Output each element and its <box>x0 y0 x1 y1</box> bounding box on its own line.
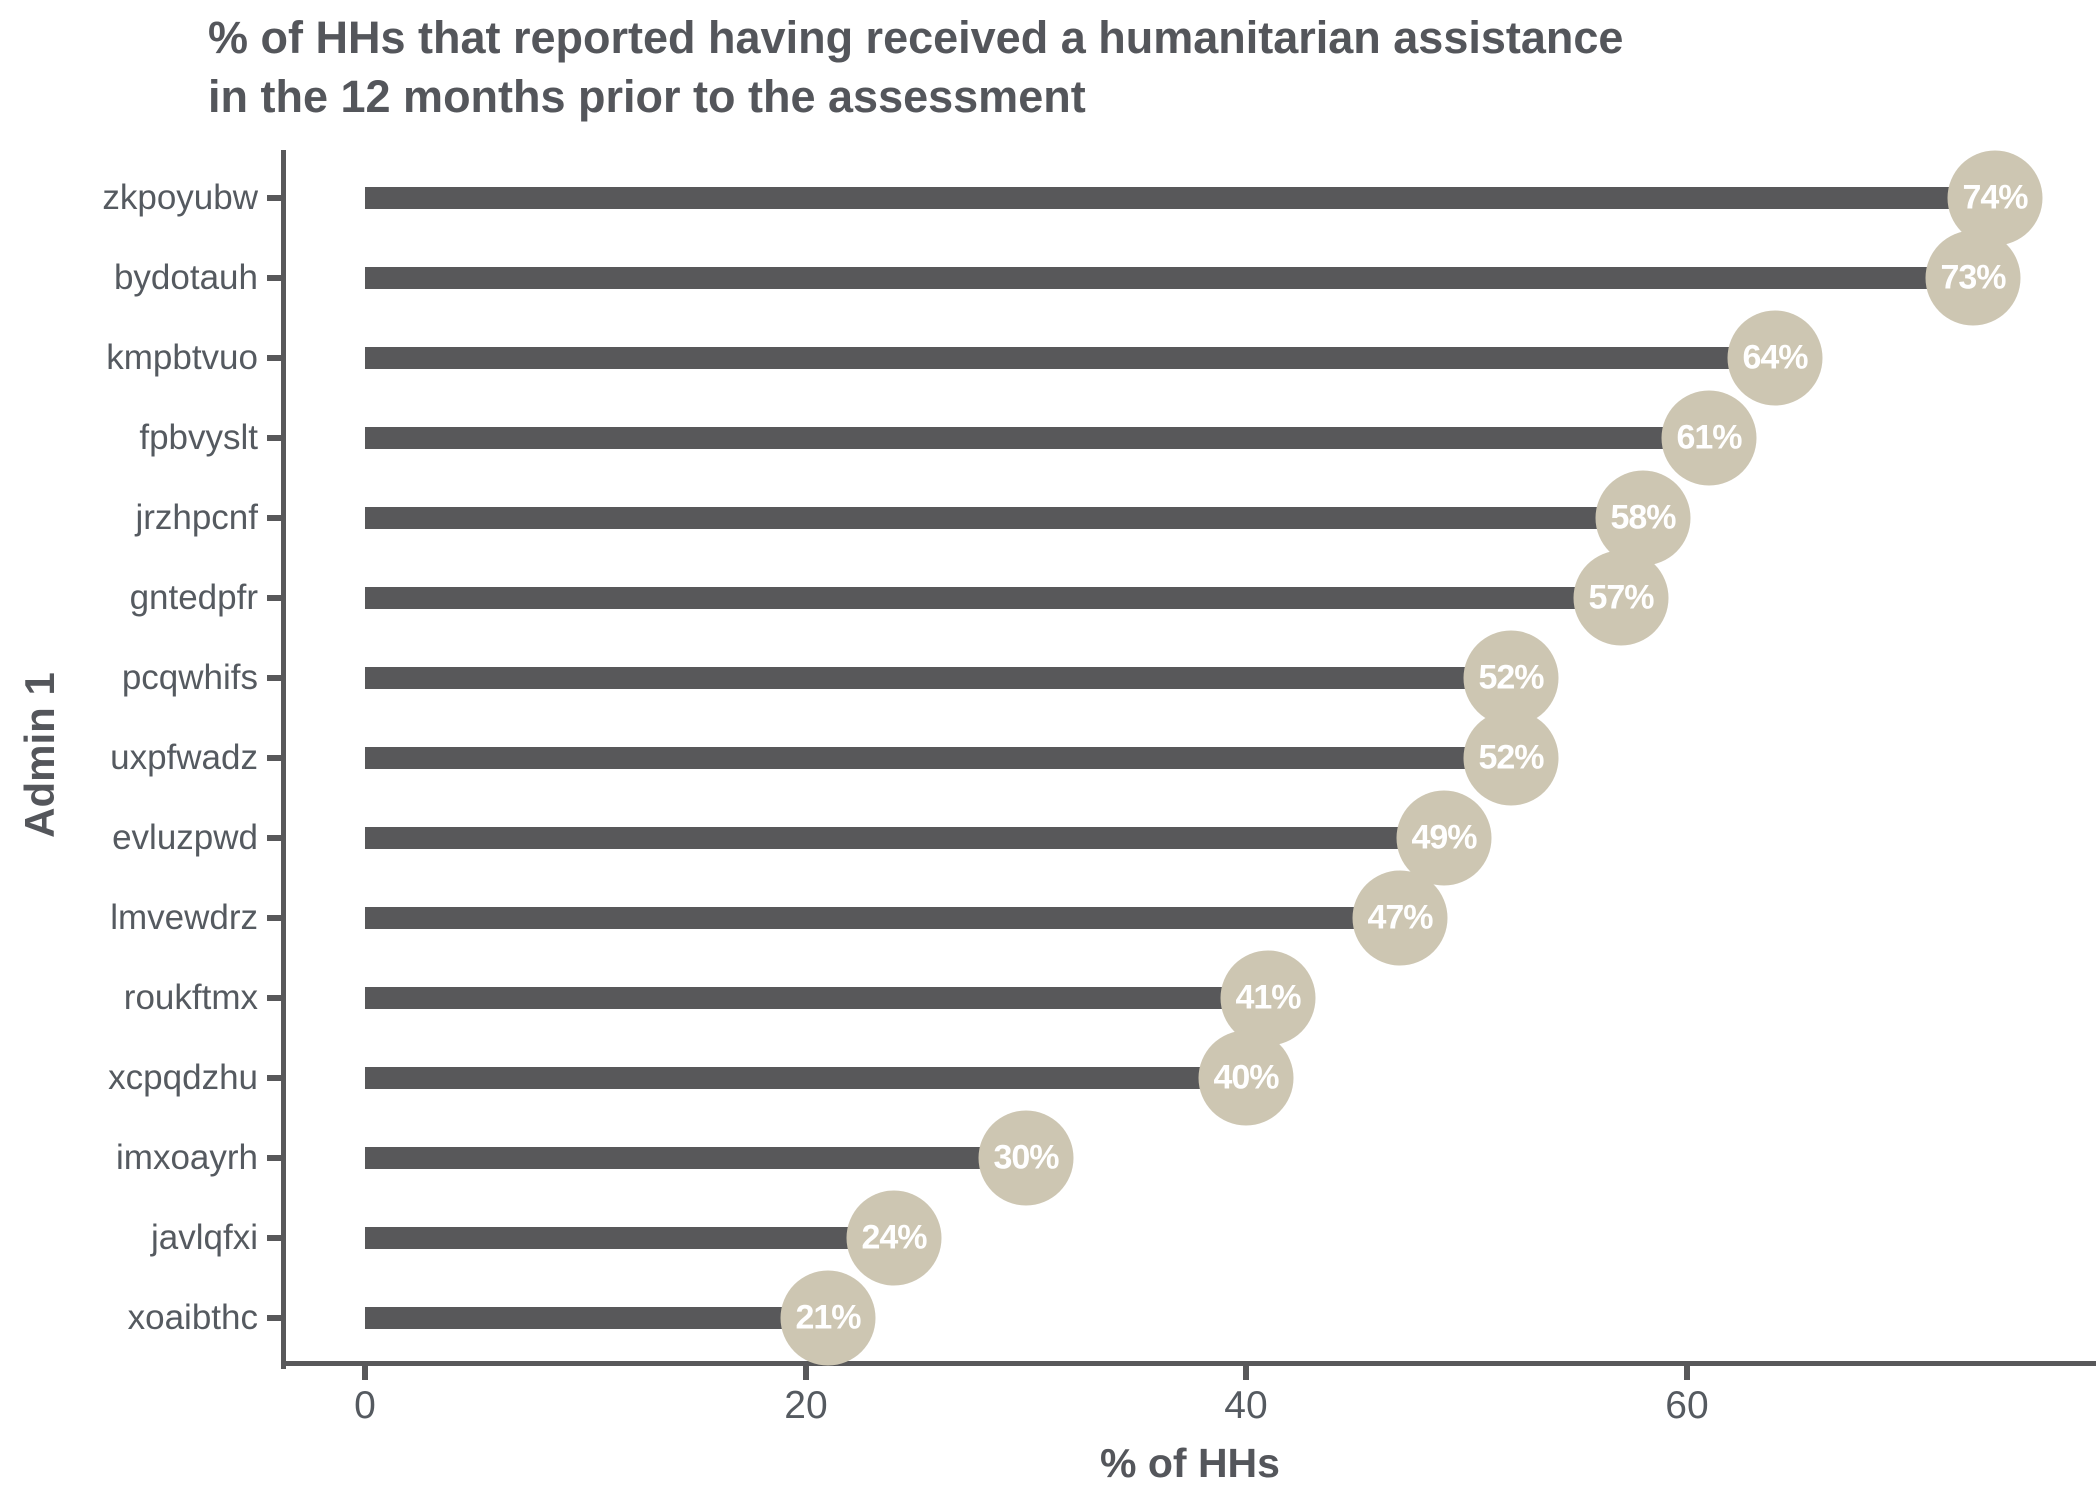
bar <box>365 187 1995 209</box>
category-label: fpbvyslt <box>139 418 258 457</box>
value-label: 41% <box>1235 978 1301 1017</box>
x-axis-tick-label: 40 <box>1224 1384 1268 1427</box>
x-axis-tick <box>362 1366 368 1380</box>
value-label: 64% <box>1742 338 1808 377</box>
category-label: jrzhpcnf <box>135 498 258 537</box>
value-bubble: 74% <box>1947 150 2043 246</box>
y-axis-tick <box>267 515 282 521</box>
category-label: javlqfxi <box>151 1218 258 1257</box>
category-label: pcqwhifs <box>121 658 258 697</box>
bar <box>365 747 1511 769</box>
category-label: xoaibthc <box>127 1298 258 1337</box>
y-axis-tick <box>267 755 282 761</box>
bar <box>365 987 1268 1009</box>
bar <box>365 1307 828 1329</box>
x-axis-tick <box>803 1366 809 1380</box>
bar <box>365 507 1643 529</box>
bar <box>365 267 1973 289</box>
y-axis-line <box>281 150 286 1369</box>
value-label: 58% <box>1610 498 1676 537</box>
bar <box>365 587 1621 609</box>
y-axis-tick <box>267 835 282 841</box>
y-axis-tick <box>267 355 282 361</box>
chart-title: % of HHs that reported having received a… <box>208 12 1624 123</box>
value-bubble: 64% <box>1727 310 1823 406</box>
y-axis-tick <box>267 435 282 441</box>
category-label: lmvewdrz <box>110 898 258 937</box>
y-axis-tick <box>267 1235 282 1241</box>
category-label: uxpfwadz <box>110 738 258 777</box>
category-label: gntedpfr <box>129 578 258 617</box>
value-label: 40% <box>1213 1058 1279 1097</box>
value-label: 61% <box>1676 418 1742 457</box>
value-bubble: 73% <box>1925 230 2021 326</box>
y-axis-tick <box>267 1155 282 1161</box>
value-bubble: 57% <box>1573 550 1669 646</box>
value-bubble: 40% <box>1198 1030 1294 1126</box>
value-label: 73% <box>1940 258 2006 297</box>
x-axis-tick <box>1684 1366 1690 1380</box>
y-axis-tick <box>267 1315 282 1321</box>
bar <box>365 1067 1246 1089</box>
value-bubble: 21% <box>780 1270 876 1366</box>
value-bubble: 41% <box>1220 950 1316 1046</box>
bar <box>365 1227 894 1249</box>
y-axis-tick <box>267 675 282 681</box>
value-label: 52% <box>1478 658 1544 697</box>
bar <box>365 427 1709 449</box>
x-axis-tick-label: 60 <box>1665 1384 1709 1427</box>
y-axis-tick <box>267 275 282 281</box>
category-label: imxoayrh <box>116 1138 258 1177</box>
bar <box>365 667 1511 689</box>
value-bubble: 49% <box>1396 790 1492 886</box>
value-bubble: 61% <box>1661 390 1757 486</box>
bar <box>365 827 1444 849</box>
x-axis-tick-label: 0 <box>354 1384 376 1427</box>
value-label: 57% <box>1588 578 1654 617</box>
x-axis-title: % of HHs <box>1100 1440 1280 1486</box>
value-label: 21% <box>795 1298 861 1337</box>
x-axis-tick-label: 20 <box>784 1384 828 1427</box>
y-axis-tick <box>267 195 282 201</box>
value-label: 24% <box>861 1218 927 1257</box>
value-label: 52% <box>1478 738 1544 777</box>
value-label: 49% <box>1411 818 1477 857</box>
value-bubble: 58% <box>1595 470 1691 566</box>
value-bubble: 52% <box>1463 630 1559 726</box>
bar <box>365 347 1775 369</box>
bar <box>365 907 1400 929</box>
bar <box>365 1147 1026 1169</box>
y-axis-tick <box>267 595 282 601</box>
category-label: bydotauh <box>113 258 258 297</box>
value-bubble: 52% <box>1463 710 1559 806</box>
category-label: kmpbtvuo <box>106 338 258 377</box>
y-axis-tick <box>267 1075 282 1081</box>
value-label: 74% <box>1962 178 2028 217</box>
value-bubble: 24% <box>846 1190 942 1286</box>
x-axis-tick <box>1243 1366 1249 1380</box>
category-label: zkpoyubw <box>102 178 258 217</box>
category-label: evluzpwd <box>112 818 258 857</box>
y-axis-tick <box>267 915 282 921</box>
y-axis-tick <box>267 995 282 1001</box>
value-bubble: 47% <box>1352 870 1448 966</box>
x-axis-line <box>281 1361 2096 1366</box>
category-label: roukftmx <box>123 978 258 1017</box>
value-bubble: 30% <box>978 1110 1074 1206</box>
value-label: 30% <box>993 1138 1059 1177</box>
value-label: 47% <box>1367 898 1433 937</box>
category-label: xcpqdzhu <box>108 1058 258 1097</box>
